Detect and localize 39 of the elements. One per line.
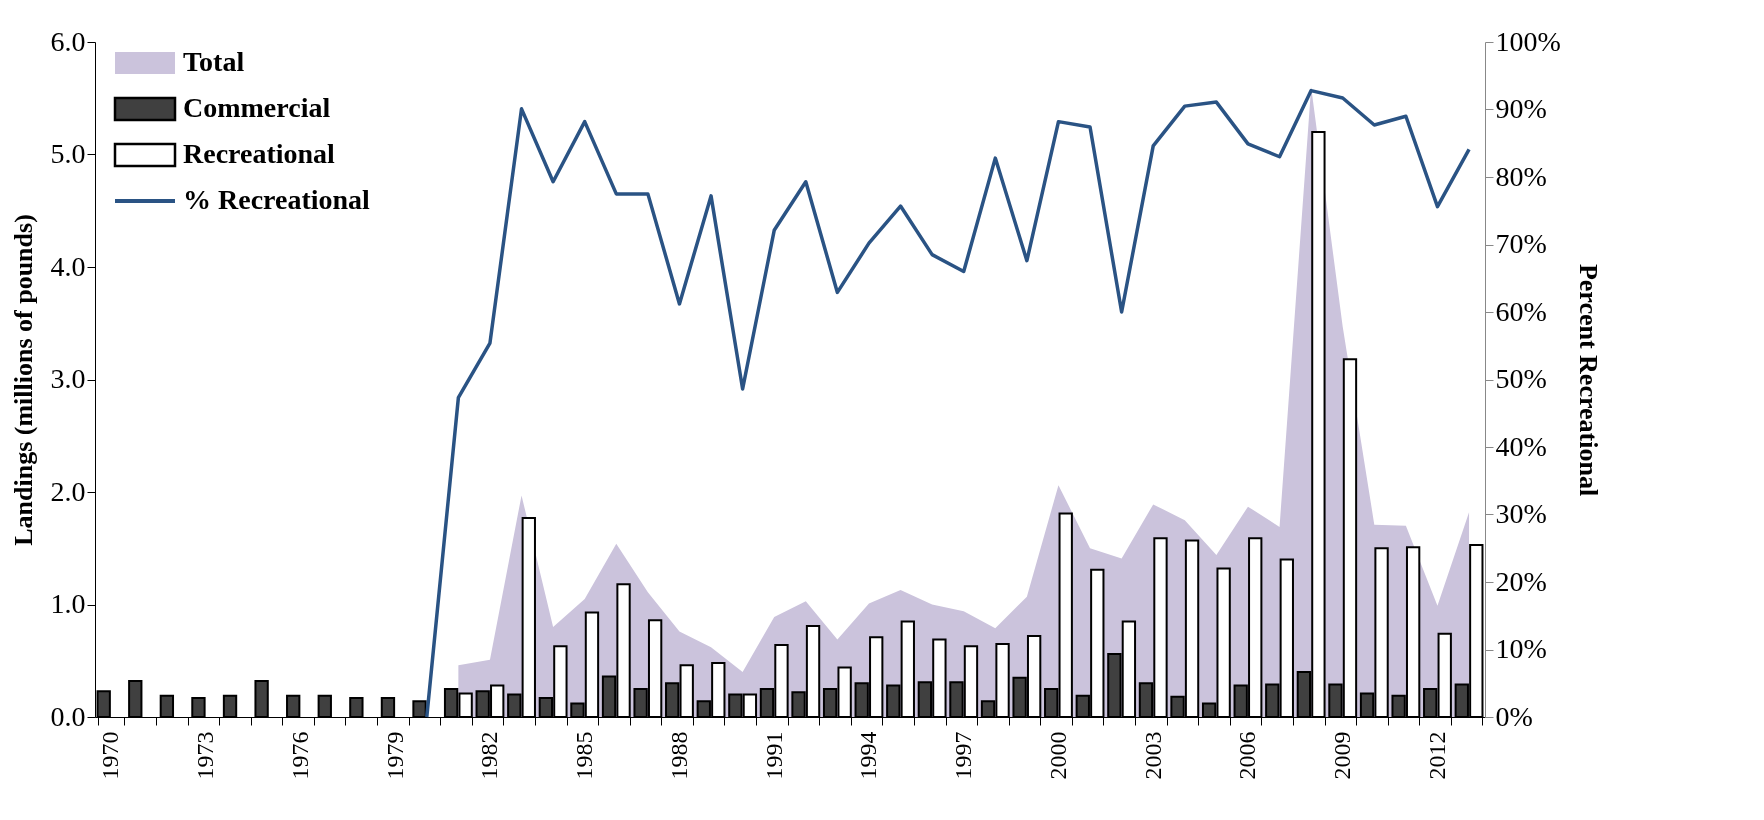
y2-tick-label: 100% xyxy=(1495,25,1561,57)
x-tick-label: 1991 xyxy=(760,731,787,780)
y-tick-label: 4.0 xyxy=(50,250,86,282)
y2-tick-label: 10% xyxy=(1495,633,1547,664)
x-tick-label: 1973 xyxy=(192,731,219,780)
x-tick-label: 2009 xyxy=(1329,731,1356,780)
y2-axis-title: Percent Recreational xyxy=(1573,263,1603,497)
y2-tick-label: 50% xyxy=(1495,363,1547,394)
legend-label: Total xyxy=(183,46,245,77)
x-tick-label: 1985 xyxy=(571,731,598,780)
x-tick-label: 1997 xyxy=(950,731,977,780)
y-tick-label: 1.0 xyxy=(50,588,86,619)
y-tick-label: 6.0 xyxy=(50,25,86,57)
x-tick-label: 2003 xyxy=(1139,731,1166,780)
x-tick-label: 1988 xyxy=(665,731,692,780)
y2-tick-label: 30% xyxy=(1495,498,1547,529)
x-tick-label: 1994 xyxy=(855,731,882,780)
y2-tick-label: 40% xyxy=(1495,430,1547,462)
x-tick-label: 1982 xyxy=(476,731,503,780)
legend-label: % Recreational xyxy=(183,184,371,215)
y2-tick-label: 70% xyxy=(1495,228,1547,259)
x-tick-label: 2000 xyxy=(1044,731,1071,780)
y2-tick-label: 90% xyxy=(1495,93,1547,124)
y-tick-label: 2.0 xyxy=(50,475,86,507)
legend-label: Commercial xyxy=(183,92,331,123)
x-tick-label: 1979 xyxy=(381,731,408,780)
legend-label: Recreational xyxy=(183,138,336,169)
y-axis-title: Landings (millions of pounds) xyxy=(8,214,38,546)
y-tick-label: 0.0 xyxy=(50,700,86,732)
x-tick-label: 2012 xyxy=(1423,731,1450,780)
y-tick-label: 5.0 xyxy=(50,138,86,169)
y2-tick-label: 60% xyxy=(1495,295,1547,327)
x-tick-label: 1970 xyxy=(97,731,124,780)
y-tick-label: 3.0 xyxy=(50,363,86,394)
x-tick-label: 1976 xyxy=(286,731,313,780)
x-tick-label: 2006 xyxy=(1234,731,1261,780)
y2-tick-label: 80% xyxy=(1495,160,1547,192)
y2-tick-label: 0% xyxy=(1495,700,1533,732)
y2-tick-label: 20% xyxy=(1495,565,1547,597)
